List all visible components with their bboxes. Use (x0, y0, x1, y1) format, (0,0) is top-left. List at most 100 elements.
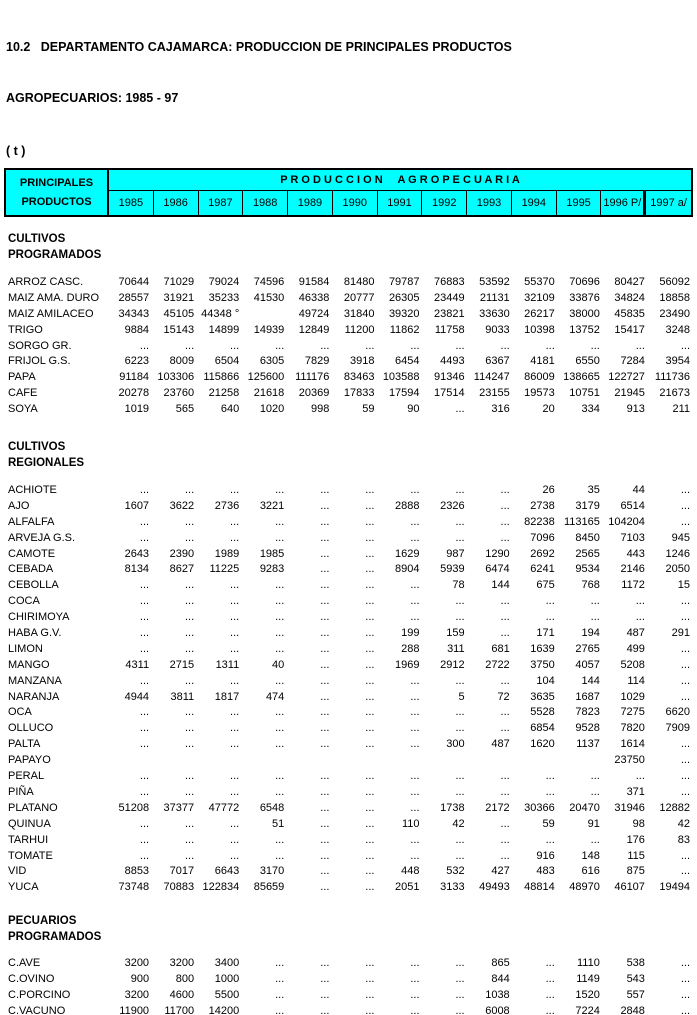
cell-value: 51 (272, 817, 285, 830)
cell-value: 21258 (208, 387, 240, 400)
cell-value: 768 (581, 579, 600, 592)
cell-value: 32109 (524, 291, 555, 304)
page-title-line1: 10.2 DEPARTAMENTO CAJAMARCA: PRODUCCION … (6, 40, 512, 54)
cell-value: 18858 (659, 291, 690, 304)
cell-value: ... (139, 515, 150, 528)
cell-value: 79787 (388, 276, 420, 288)
cell-value: ... (320, 988, 330, 1001)
cell-value: 8904 (395, 563, 420, 576)
cell-value: 4600 (169, 988, 195, 1001)
cell-value: ... (139, 770, 150, 783)
section-heading-line: REGIONALES (8, 457, 85, 470)
cell-value: 9528 (575, 722, 600, 735)
cell-value: 148 (581, 849, 600, 862)
cell-value: ... (680, 484, 690, 497)
cell-value: ... (635, 339, 645, 352)
cell-value: ... (184, 817, 195, 830)
section-heading-line: CULTIVOS (8, 233, 66, 245)
cell-value: 7909 (665, 722, 690, 735)
row-label: C.PORCINO (8, 988, 71, 1001)
cell-value: 913 (626, 403, 645, 416)
cell-value: 20369 (298, 387, 330, 400)
cell-value: ... (680, 674, 690, 687)
cell-value: ... (275, 674, 285, 687)
cell-value: 1989 (214, 547, 240, 560)
cell-value: ... (139, 817, 150, 830)
cell-value: 11758 (434, 323, 465, 336)
cell-value: ... (680, 849, 690, 862)
row-label: FRIJOL G.S. (8, 355, 71, 368)
cell-value: ... (275, 515, 285, 528)
column-header-line2: PRODUCTOS (21, 196, 92, 209)
cell-value: ... (500, 817, 510, 830)
cell-value: ... (139, 722, 150, 735)
cell-value: ... (455, 1004, 465, 1015)
cell-value: 70696 (569, 276, 600, 288)
cell-value: ... (320, 627, 330, 640)
cell-value: ... (365, 627, 375, 640)
cell-value: ... (320, 833, 330, 846)
cell-value: ... (410, 973, 420, 986)
cell-value: ... (184, 627, 195, 640)
cell-value: 557 (626, 988, 645, 1001)
table-row: COCA....................................… (4, 594, 693, 610)
cell-value: ... (320, 785, 330, 798)
cell-value: ... (500, 627, 510, 640)
row-label: YUCA (8, 881, 39, 894)
cell-value: 3750 (530, 658, 555, 671)
cell-value: 30366 (524, 801, 555, 814)
cell-value: 114247 (473, 371, 510, 384)
cell-value: 76883 (434, 276, 465, 288)
cell-value: ... (184, 849, 195, 862)
cell-value: 1038 (485, 988, 510, 1001)
cell-value: ... (139, 339, 150, 352)
cell-value: ... (680, 738, 690, 751)
cell-value: 2888 (395, 499, 420, 512)
table-row: CEBADA 8134 8627 11225 9283...... 8904 5939 647… (4, 562, 693, 578)
cell-value: 448 (401, 865, 420, 878)
cell-value: ... (230, 817, 240, 830)
cell-value: 144 (491, 579, 510, 592)
cell-value: 42 (452, 817, 465, 830)
cell-value: ... (230, 785, 240, 798)
table-row: QUINUA......... 51...... 110 42... 59 91 98 42 (4, 817, 693, 833)
cell-value: ... (500, 706, 510, 719)
cell-value: 11700 (164, 1004, 195, 1015)
table-row: TRIGO 9884 15143 14899 14939 12849 11200 11862 1… (4, 323, 693, 339)
cell-value: 20777 (343, 291, 375, 304)
row-label: TRIGO (8, 323, 43, 336)
cell-value: 7224 (575, 1004, 600, 1015)
cell-value: 23760 (163, 387, 195, 400)
section-heading-line: CULTIVOS (8, 441, 66, 454)
row-label: MANGO (8, 658, 50, 671)
cell-value: 15 (677, 579, 690, 592)
row-label: CAFE (8, 387, 38, 400)
cell-value: 1738 (440, 801, 465, 814)
cell-value: 1687 (575, 690, 600, 703)
cell-value: 6620 (665, 706, 690, 719)
cell-value: ... (320, 770, 330, 783)
cell-value: ... (139, 484, 150, 497)
year-header-1989: 1989 (288, 191, 333, 215)
cell-value: 74596 (253, 276, 285, 288)
cell-value: 4493 (440, 355, 465, 368)
cell-value: ... (230, 515, 240, 528)
row-label: C.AVE (8, 957, 41, 970)
cell-value: ... (455, 849, 465, 862)
cell-value: 2326 (440, 499, 465, 512)
cell-value (377, 753, 422, 769)
cell-value: 85659 (253, 881, 285, 894)
cell-value (197, 753, 242, 769)
cell-value: 1149 (576, 973, 600, 986)
cell-value: 1137 (576, 738, 600, 751)
cell-value: ... (500, 339, 510, 352)
cell-value: 5 (458, 690, 465, 703)
cell-value (287, 753, 332, 769)
cell-value: ... (680, 754, 690, 767)
cell-value: ... (500, 722, 510, 735)
table-row: MANZANA........................... 104 144… (4, 674, 693, 690)
cell-value: ... (410, 484, 420, 497)
cell-value: ... (455, 770, 465, 783)
cell-value: ... (139, 579, 150, 592)
column-header-principales-productos: PRINCIPALES PRODUCTOS (6, 170, 109, 215)
